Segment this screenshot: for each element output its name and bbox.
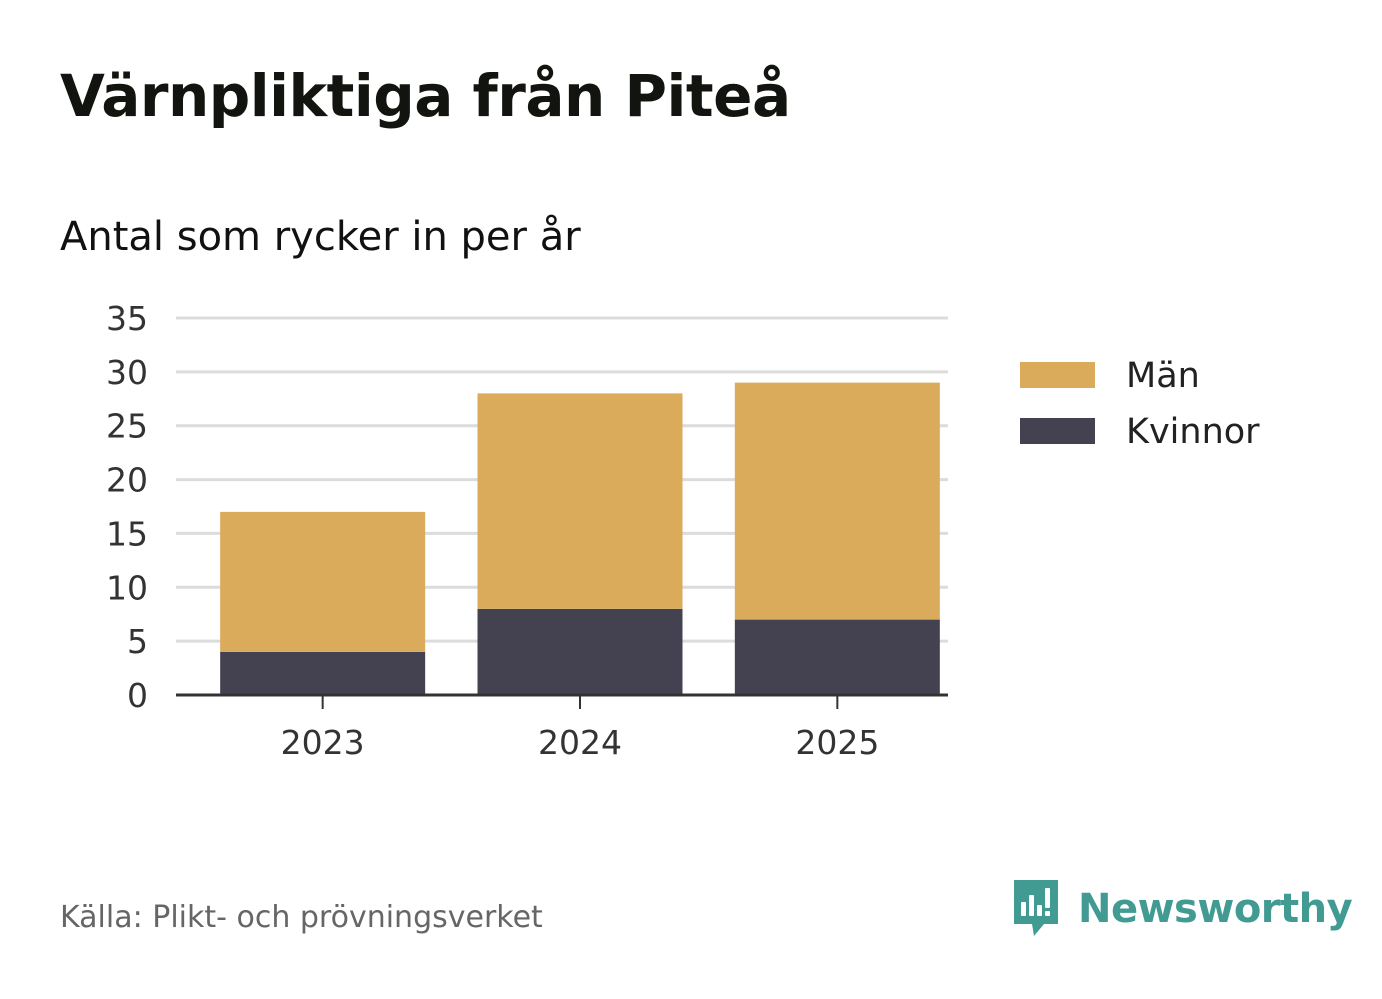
x-axis-ticks: 2023 2024 2025 [281, 695, 879, 762]
brand-logo: Newsworthy [1010, 878, 1353, 940]
y-tick-label: 5 [127, 622, 148, 661]
y-tick-label: 0 [127, 676, 148, 715]
y-tick-label: 25 [106, 407, 148, 446]
bar-kvinnor-2025 [734, 619, 940, 695]
y-axis-ticks: 0 5 10 15 20 25 30 35 [106, 299, 148, 715]
source-note: Källa: Plikt- och prövningsverket [60, 900, 543, 935]
bar-man-2024 [477, 393, 683, 609]
legend-label: Kvinnor [1126, 412, 1260, 452]
y-tick-label: 20 [106, 461, 148, 500]
brand-name: Newsworthy [1078, 886, 1353, 932]
bar-man-2023 [220, 511, 426, 652]
y-tick-label: 15 [106, 514, 148, 553]
legend-label: Män [1126, 356, 1200, 396]
bars [220, 382, 940, 695]
x-tick-label: 2024 [538, 723, 622, 762]
bar-man-2025 [734, 382, 940, 620]
bar-kvinnor-2024 [477, 608, 683, 695]
legend-swatch [1020, 362, 1095, 388]
legend-swatch [1020, 418, 1095, 444]
bar-kvinnor-2023 [220, 651, 426, 695]
chart-title: Värnpliktiga från Piteå [60, 62, 791, 130]
y-tick-label: 30 [106, 353, 148, 392]
x-tick-label: 2025 [795, 723, 879, 762]
y-tick-label: 10 [106, 568, 148, 607]
newsworthy-logo-icon [1014, 880, 1058, 936]
legend: Män Kvinnor [1020, 356, 1260, 452]
y-tick-label: 35 [106, 299, 148, 338]
x-tick-label: 2023 [281, 723, 365, 762]
chart-subtitle: Antal som rycker in per år [60, 214, 581, 260]
